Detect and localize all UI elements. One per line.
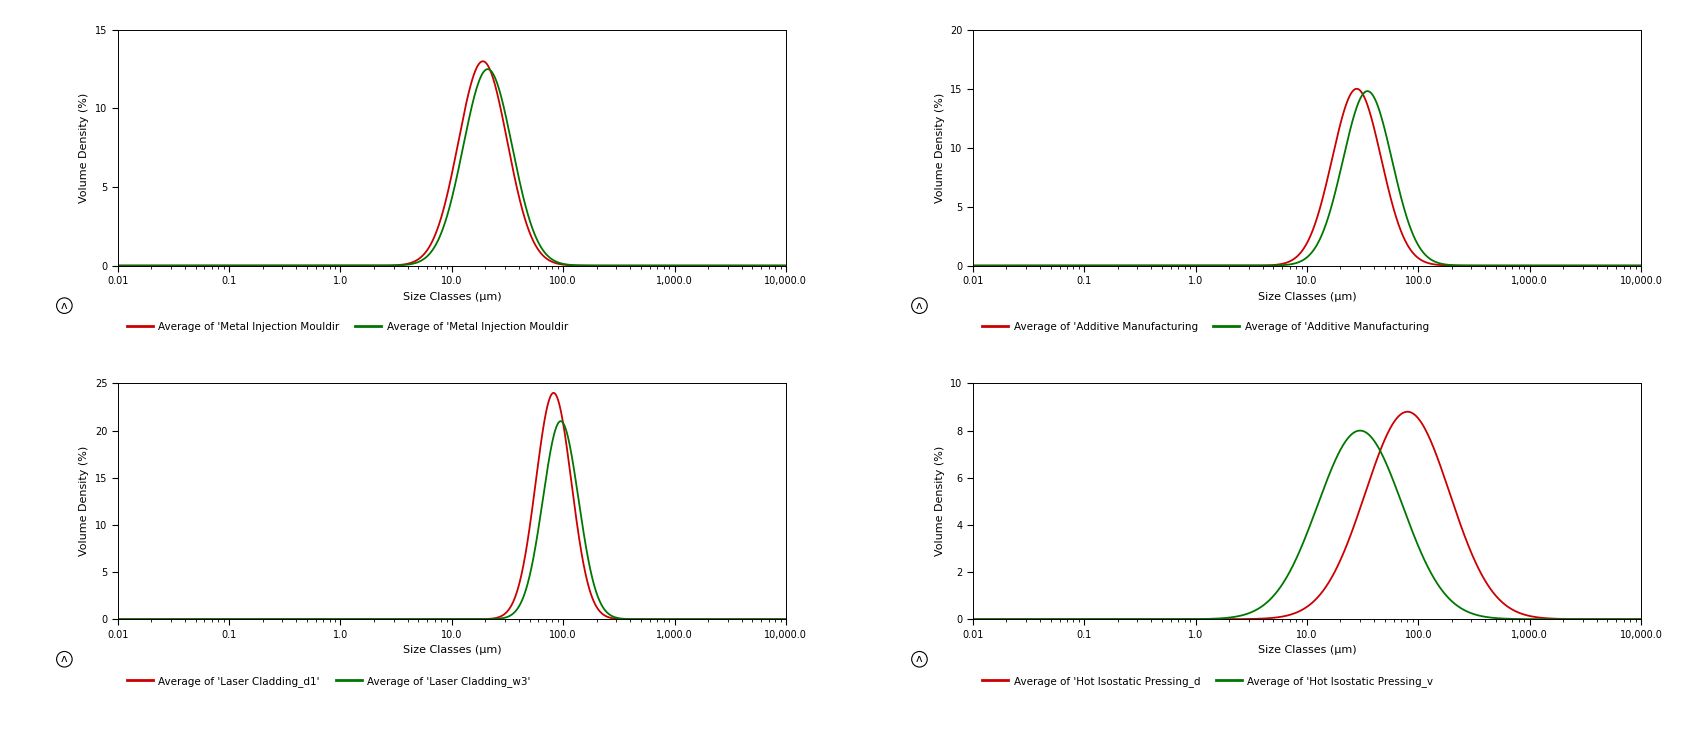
Average of 'Metal Injection Mouldir xyxy=(762,261,782,270)
Average of 'Metal Injection Mouldir xyxy=(392,260,412,269)
Average of 'Additive Manufacturing xyxy=(1038,261,1058,270)
Average of 'Laser Cladding_d1' xyxy=(363,615,383,624)
Line: Average of 'Metal Injection Mouldir: Average of 'Metal Injection Mouldir xyxy=(118,69,785,266)
Average of 'Hot Isostatic Pressing_d xyxy=(1546,614,1566,623)
Average of 'Metal Injection Mouldir xyxy=(691,261,711,270)
Text: ʌ: ʌ xyxy=(915,654,922,664)
Average of 'Laser Cladding_d1' xyxy=(691,615,711,624)
Average of 'Hot Isostatic Pressing_v xyxy=(1218,613,1238,622)
Y-axis label: Volume Density (%): Volume Density (%) xyxy=(79,446,89,557)
Average of 'Laser Cladding_w3' xyxy=(550,417,570,426)
Average of 'Hot Isostatic Pressing_v xyxy=(1546,615,1566,624)
Line: Average of 'Additive Manufacturing: Average of 'Additive Manufacturing xyxy=(972,91,1640,266)
Text: ʌ: ʌ xyxy=(61,654,67,664)
Legend: Average of 'Additive Manufacturing, Average of 'Additive Manufacturing: Average of 'Additive Manufacturing, Aver… xyxy=(977,318,1431,336)
Legend: Average of 'Hot Isostatic Pressing_d, Average of 'Hot Isostatic Pressing_v: Average of 'Hot Isostatic Pressing_d, Av… xyxy=(977,671,1436,691)
Average of 'Metal Injection Mouldir xyxy=(183,261,204,270)
Average of 'Additive Manufacturing xyxy=(1546,261,1566,270)
Y-axis label: Volume Density (%): Volume Density (%) xyxy=(934,93,944,203)
Average of 'Metal Injection Mouldir xyxy=(762,261,782,270)
Average of 'Laser Cladding_w3' xyxy=(762,615,782,624)
Average of 'Hot Isostatic Pressing_d xyxy=(1616,615,1637,624)
Average of 'Hot Isostatic Pressing_v xyxy=(1038,615,1058,624)
X-axis label: Size Classes (μm): Size Classes (μm) xyxy=(1256,292,1356,301)
Average of 'Additive Manufacturing xyxy=(1078,261,1098,270)
Average of 'Additive Manufacturing xyxy=(1246,261,1267,270)
Average of 'Laser Cladding_w3' xyxy=(392,615,412,624)
Average of 'Hot Isostatic Pressing_v xyxy=(1078,615,1098,624)
Average of 'Metal Injection Mouldir xyxy=(224,261,244,270)
Average of 'Additive Manufacturing xyxy=(1038,261,1058,270)
Average of 'Laser Cladding_d1' xyxy=(392,615,412,624)
Average of 'Additive Manufacturing xyxy=(1246,261,1267,270)
Average of 'Laser Cladding_d1' xyxy=(762,615,782,624)
Average of 'Laser Cladding_d1' xyxy=(224,615,244,624)
Average of 'Hot Isostatic Pressing_v xyxy=(1349,426,1369,435)
X-axis label: Size Classes (μm): Size Classes (μm) xyxy=(402,645,501,655)
Average of 'Additive Manufacturing xyxy=(1346,84,1366,93)
X-axis label: Size Classes (μm): Size Classes (μm) xyxy=(1256,645,1356,655)
Average of 'Additive Manufacturing xyxy=(962,261,982,270)
Average of 'Metal Injection Mouldir xyxy=(775,261,796,270)
Average of 'Hot Isostatic Pressing_d xyxy=(1396,407,1416,416)
Average of 'Additive Manufacturing xyxy=(1218,261,1238,270)
Average of 'Laser Cladding_w3' xyxy=(691,615,711,624)
Average of 'Metal Injection Mouldir xyxy=(224,261,244,270)
Text: ʌ: ʌ xyxy=(915,301,922,310)
Line: Average of 'Laser Cladding_d1': Average of 'Laser Cladding_d1' xyxy=(118,393,785,619)
Average of 'Additive Manufacturing xyxy=(1630,261,1650,270)
Average of 'Additive Manufacturing xyxy=(1546,261,1566,270)
Average of 'Metal Injection Mouldir xyxy=(473,57,493,66)
Average of 'Metal Injection Mouldir xyxy=(691,261,711,270)
Average of 'Metal Injection Mouldir xyxy=(108,261,128,270)
Average of 'Additive Manufacturing xyxy=(1616,261,1637,270)
Line: Average of 'Laser Cladding_w3': Average of 'Laser Cladding_w3' xyxy=(118,421,785,619)
Average of 'Metal Injection Mouldir xyxy=(478,65,498,74)
Average of 'Laser Cladding_d1' xyxy=(183,615,204,624)
Average of 'Hot Isostatic Pressing_d xyxy=(1246,614,1267,623)
Average of 'Additive Manufacturing xyxy=(962,261,982,270)
Average of 'Additive Manufacturing xyxy=(1218,261,1238,270)
Legend: Average of 'Metal Injection Mouldir, Average of 'Metal Injection Mouldir: Average of 'Metal Injection Mouldir, Ave… xyxy=(123,318,572,336)
Average of 'Metal Injection Mouldir xyxy=(775,261,796,270)
Y-axis label: Volume Density (%): Volume Density (%) xyxy=(934,446,944,557)
Average of 'Hot Isostatic Pressing_v xyxy=(1246,604,1267,613)
Average of 'Metal Injection Mouldir xyxy=(392,260,412,269)
Average of 'Hot Isostatic Pressing_d xyxy=(962,615,982,624)
Line: Average of 'Hot Isostatic Pressing_v: Average of 'Hot Isostatic Pressing_v xyxy=(972,430,1640,619)
Average of 'Laser Cladding_w3' xyxy=(775,615,796,624)
Average of 'Additive Manufacturing xyxy=(1616,261,1637,270)
Line: Average of 'Additive Manufacturing: Average of 'Additive Manufacturing xyxy=(972,89,1640,266)
Average of 'Laser Cladding_w3' xyxy=(108,615,128,624)
Average of 'Metal Injection Mouldir xyxy=(108,261,128,270)
Line: Average of 'Metal Injection Mouldir: Average of 'Metal Injection Mouldir xyxy=(118,61,785,266)
Average of 'Hot Isostatic Pressing_v xyxy=(1616,615,1637,624)
Average of 'Metal Injection Mouldir xyxy=(183,261,204,270)
Average of 'Hot Isostatic Pressing_d xyxy=(1038,615,1058,624)
Average of 'Additive Manufacturing xyxy=(1078,261,1098,270)
X-axis label: Size Classes (μm): Size Classes (μm) xyxy=(402,292,501,301)
Average of 'Hot Isostatic Pressing_v xyxy=(1630,615,1650,624)
Legend: Average of 'Laser Cladding_d1', Average of 'Laser Cladding_w3': Average of 'Laser Cladding_d1', Average … xyxy=(123,671,533,691)
Average of 'Metal Injection Mouldir xyxy=(363,261,383,270)
Average of 'Additive Manufacturing xyxy=(1356,87,1376,95)
Average of 'Hot Isostatic Pressing_d xyxy=(1078,615,1098,624)
Average of 'Laser Cladding_w3' xyxy=(183,615,204,624)
Average of 'Laser Cladding_w3' xyxy=(363,615,383,624)
Average of 'Additive Manufacturing xyxy=(1630,261,1650,270)
Average of 'Laser Cladding_d1' xyxy=(108,615,128,624)
Average of 'Hot Isostatic Pressing_d xyxy=(1218,615,1238,624)
Text: ʌ: ʌ xyxy=(61,301,67,310)
Y-axis label: Volume Density (%): Volume Density (%) xyxy=(79,93,89,203)
Average of 'Hot Isostatic Pressing_d xyxy=(1630,615,1650,624)
Average of 'Laser Cladding_d1' xyxy=(543,389,563,398)
Average of 'Hot Isostatic Pressing_v xyxy=(962,615,982,624)
Line: Average of 'Hot Isostatic Pressing_d: Average of 'Hot Isostatic Pressing_d xyxy=(972,412,1640,619)
Average of 'Metal Injection Mouldir xyxy=(363,261,383,270)
Average of 'Laser Cladding_d1' xyxy=(775,615,796,624)
Average of 'Laser Cladding_w3' xyxy=(224,615,244,624)
